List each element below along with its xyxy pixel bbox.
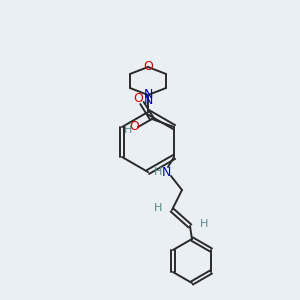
Text: O: O [143, 61, 153, 74]
Text: O: O [129, 121, 139, 134]
Text: H: H [200, 219, 208, 229]
Text: H: H [154, 167, 162, 177]
Text: H: H [124, 125, 132, 135]
Text: O: O [133, 92, 143, 104]
Text: N: N [143, 88, 153, 101]
Text: N: N [161, 166, 171, 178]
Text: N: N [143, 94, 153, 106]
Text: H: H [154, 203, 162, 213]
